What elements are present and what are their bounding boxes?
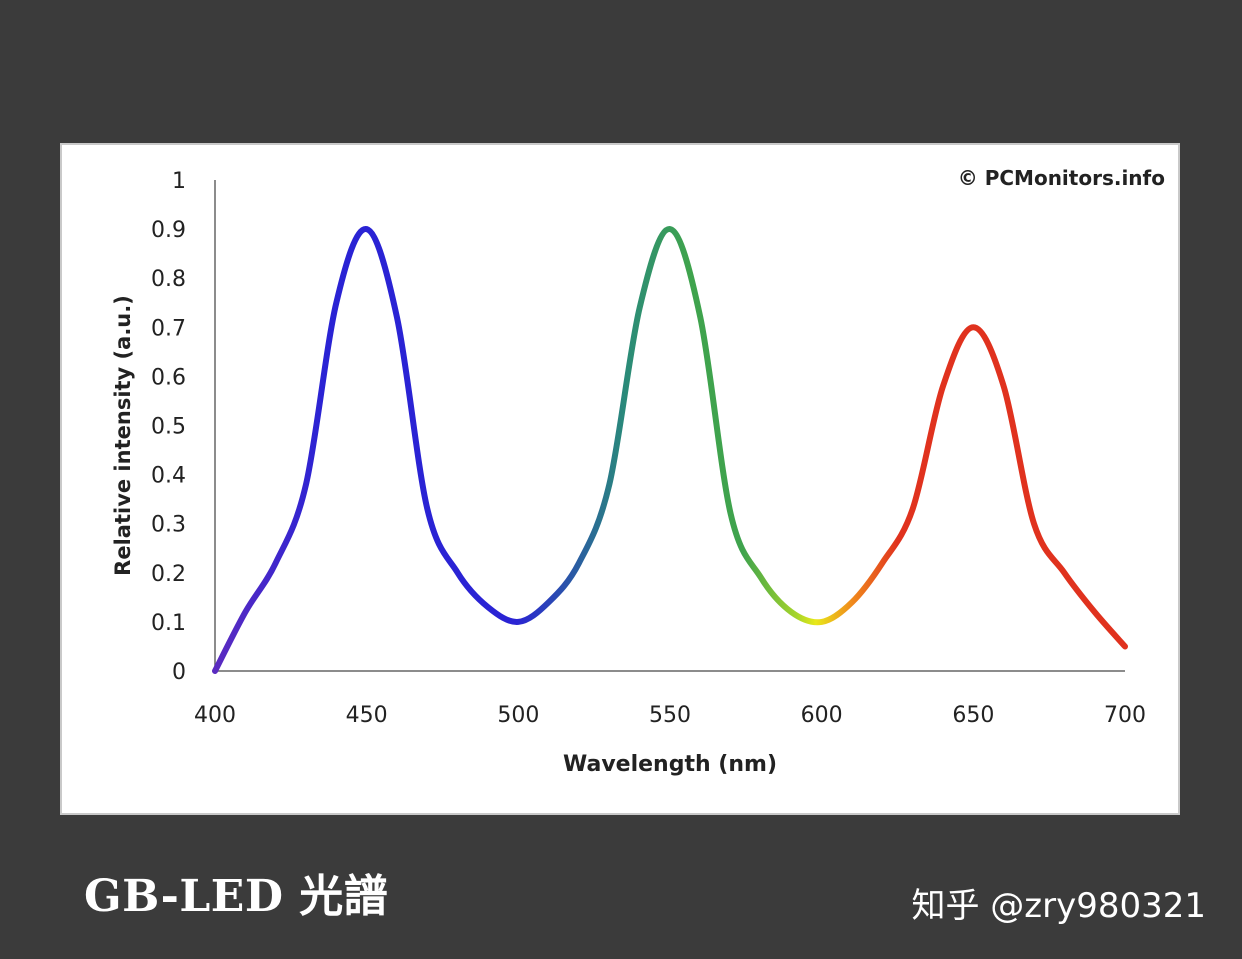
x-tick-label: 450 (346, 703, 388, 728)
y-tick-label: 0.7 (151, 316, 186, 341)
y-tick-label: 0.2 (151, 562, 186, 587)
x-tick-label: 400 (194, 703, 236, 728)
chart-frame: 0 0.1 0.2 0.3 0.4 0.5 0.6 0.7 0.8 0.9 1 400 450 500 55… (60, 143, 1180, 815)
y-tick-label: 0.6 (151, 365, 186, 390)
y-tick-label: 0.4 (151, 464, 186, 489)
watermark: 知乎 @zry980321 (911, 886, 1206, 926)
x-tick-label: 600 (801, 703, 843, 728)
x-tick-label: 650 (952, 703, 994, 728)
copyright-label: © PCMonitors.info (958, 166, 1165, 190)
y-tick-label: 0 (172, 660, 186, 685)
spectrum-chart: 0 0.1 0.2 0.3 0.4 0.5 0.6 0.7 0.8 0.9 1 400 450 500 55… (111, 166, 1165, 777)
x-tick-label: 700 (1104, 703, 1146, 728)
y-tick-label: 0.9 (151, 218, 186, 243)
y-axis-label: Relative intensity (a.u.) (111, 295, 135, 576)
y-tick-label: 0.8 (151, 267, 186, 292)
spectrum-line (212, 226, 1128, 674)
y-tick-label: 0.1 (151, 611, 186, 636)
y-tick-label: 1 (172, 169, 186, 194)
y-tick-label: 0.5 (151, 415, 186, 440)
x-axis-label: Wavelength (nm) (563, 752, 777, 777)
y-tick-label: 0.3 (151, 513, 186, 538)
caption: GB-LED 光譜 (84, 871, 389, 922)
x-tick-label: 500 (497, 703, 539, 728)
x-tick-label: 550 (649, 703, 691, 728)
